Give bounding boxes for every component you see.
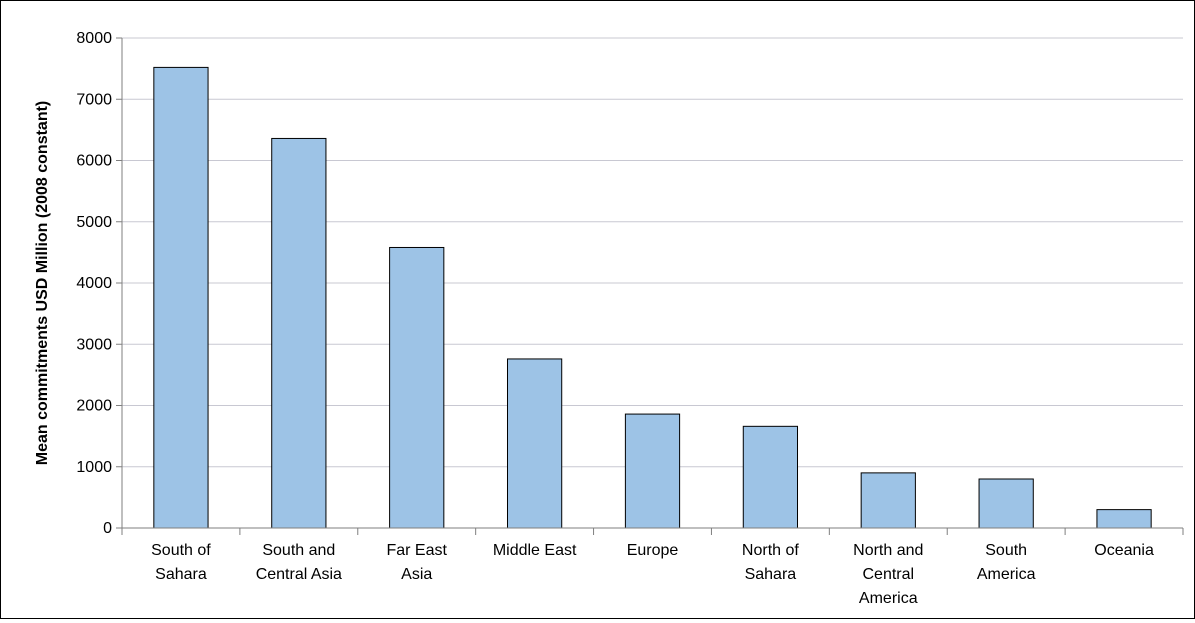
bars (153, 66, 1152, 529)
bar (271, 137, 327, 529)
y-tick-label: 6000 (76, 153, 112, 170)
x-category-label: South and Central Asia (256, 542, 342, 583)
bar (389, 246, 445, 529)
x-category-label: Oceania (1094, 542, 1154, 559)
bar (624, 413, 681, 529)
y-tick-label: 0 (103, 520, 112, 537)
y-tick-label: 3000 (76, 336, 112, 353)
x-category-labels: South of Sahara South and Central Asia Far E… (151, 542, 1154, 607)
bar (506, 358, 563, 529)
y-tick-label: 1000 (76, 459, 112, 476)
y-tick-label: 7000 (76, 91, 112, 108)
x-category-label: Far East Asia (386, 542, 447, 583)
y-tick-label: 4000 (76, 275, 112, 292)
y-tick-label: 5000 (76, 214, 112, 231)
y-tick-label: 8000 (76, 30, 112, 47)
y-axis-title: Mean commitments USD Million (2008 const… (34, 101, 51, 466)
x-category-label: North and Central America (853, 542, 923, 607)
y-tick-label: 2000 (76, 398, 112, 415)
x-category-label: Middle East (493, 542, 577, 559)
y-tick-labels: 0 1000 2000 3000 4000 5000 6000 7000 8000 (76, 30, 112, 537)
bar (978, 478, 1034, 529)
x-category-label: Europe (627, 542, 679, 559)
bar (1096, 509, 1152, 529)
x-category-label: South of Sahara (151, 542, 211, 583)
x-category-label: South America (977, 542, 1036, 583)
bar (742, 425, 799, 529)
x-category-label: North of Sahara (742, 542, 799, 583)
bar (153, 66, 209, 529)
axes (116, 37, 1184, 535)
bar (860, 472, 916, 529)
